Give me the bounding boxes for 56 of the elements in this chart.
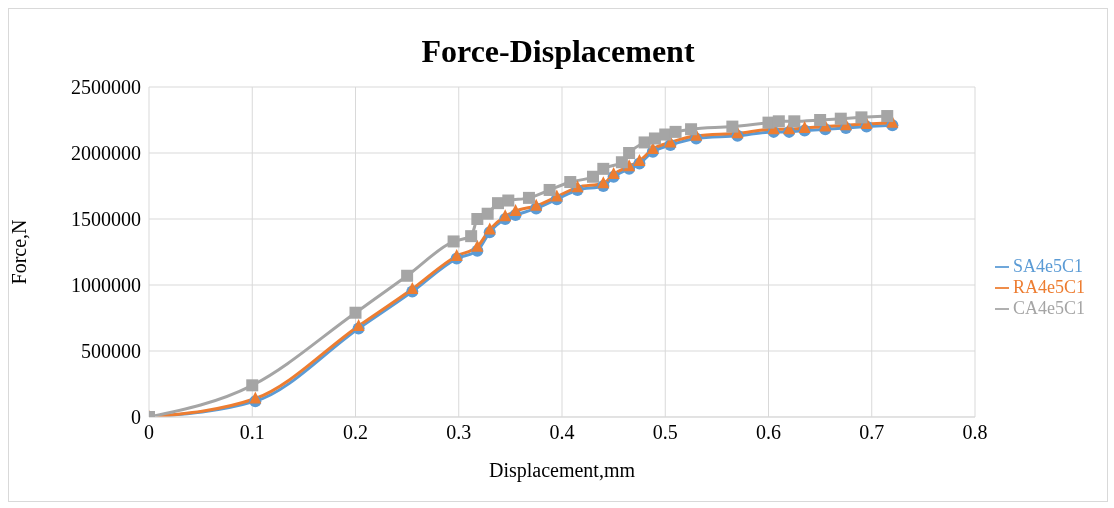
point	[483, 222, 496, 235]
x-tick-label: 0.7	[859, 421, 885, 444]
point	[633, 153, 646, 166]
point	[798, 120, 811, 133]
point	[772, 115, 785, 128]
legend-label: RA4e5C1	[1013, 276, 1085, 297]
y-tick-label: 1000000	[71, 274, 141, 297]
point	[249, 391, 262, 404]
point	[499, 209, 512, 222]
y-tick-label: 2500000	[71, 76, 141, 99]
y-tick-label: 0	[131, 406, 141, 429]
point	[855, 111, 868, 124]
point	[450, 248, 463, 261]
x-tick-label: 0.8	[962, 421, 988, 444]
point	[401, 269, 414, 282]
point	[685, 123, 698, 136]
point	[509, 204, 522, 217]
x-tick-label: 0.3	[446, 421, 472, 444]
point	[352, 318, 365, 331]
y-tick-label: 1500000	[71, 208, 141, 231]
x-tick-label: 0.1	[239, 421, 265, 444]
x-axis-title: Displacement,mm	[488, 459, 636, 482]
point	[406, 281, 419, 294]
point	[543, 183, 556, 196]
point	[669, 125, 682, 138]
point	[834, 112, 847, 125]
point	[550, 189, 563, 202]
point	[471, 239, 484, 252]
x-tick-label: 0.4	[549, 421, 575, 444]
x-tick-label: 0.6	[756, 421, 781, 444]
y-tick-label: 2000000	[71, 142, 141, 165]
y-axis-title: Force,N	[8, 219, 31, 285]
point	[481, 207, 494, 220]
legend-label: SA4e5C1	[1013, 255, 1084, 276]
point	[564, 176, 577, 189]
point	[788, 115, 801, 128]
point	[447, 235, 460, 248]
point	[246, 379, 259, 392]
point	[881, 110, 894, 123]
chart-title: Force-Displacement	[420, 33, 696, 71]
point	[597, 176, 610, 189]
point	[349, 306, 362, 319]
point	[814, 114, 827, 126]
point	[530, 198, 543, 211]
point	[522, 191, 535, 204]
legend-label: CA4e5C1	[1013, 297, 1085, 318]
point	[726, 120, 739, 133]
x-tick-label: 0.5	[652, 421, 678, 444]
point	[623, 147, 636, 159]
point	[502, 194, 515, 207]
point	[597, 162, 610, 175]
x-tick-label: 0.2	[343, 421, 368, 444]
point	[586, 170, 599, 183]
point	[471, 213, 484, 225]
point	[465, 230, 478, 243]
y-tick-label: 500000	[81, 340, 141, 363]
